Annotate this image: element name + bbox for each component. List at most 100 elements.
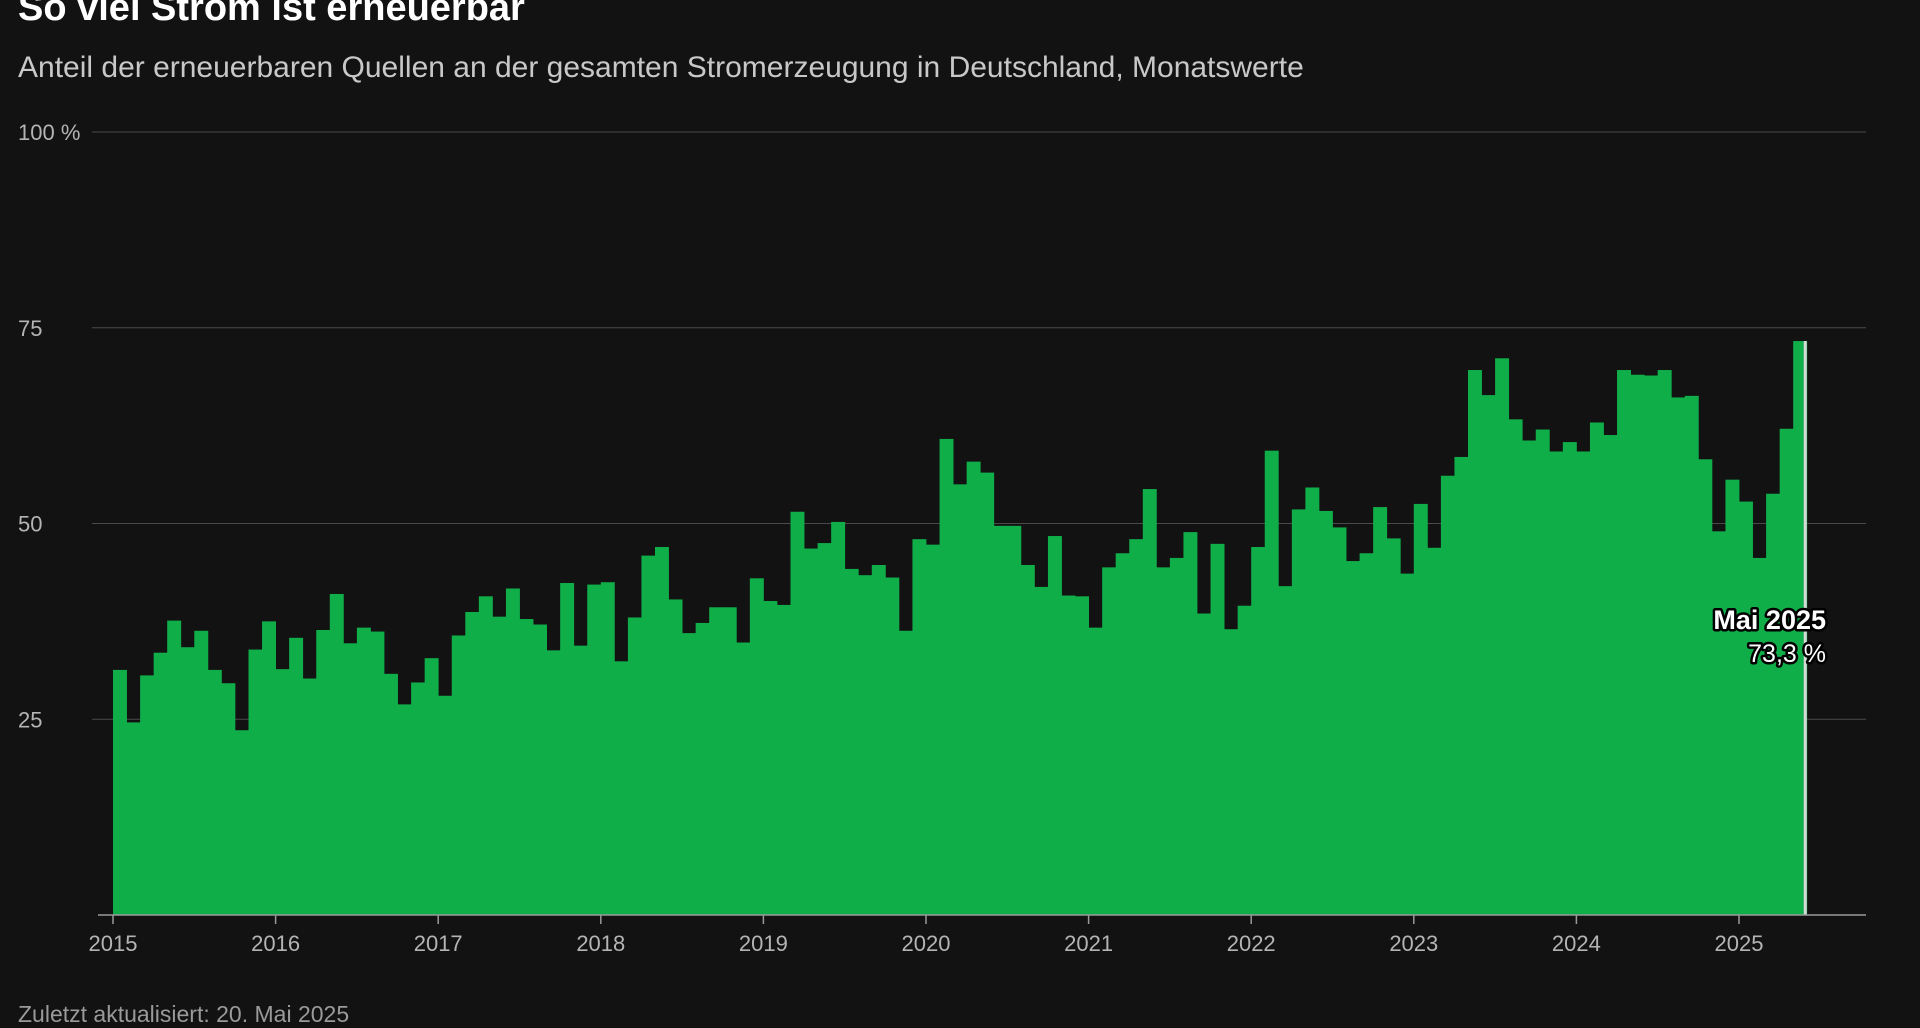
bar-2021-08: [1183, 532, 1198, 915]
bar-2020-01: [926, 544, 940, 915]
bar-2017-01: [438, 695, 453, 915]
bar-2015-06: [180, 647, 195, 915]
bar-2017-08: [533, 624, 547, 915]
bar-2019-04: [804, 548, 818, 915]
bar-2019-06: [831, 521, 846, 915]
chart-title: So viel Strom ist erneuerbar: [18, 0, 525, 29]
last-updated-note: Zuletzt aktualisiert: 20. Mai 2025: [18, 1001, 350, 1027]
bar-2015-11: [248, 649, 263, 915]
chart-subtitle: Anteil der erneuerbaren Quellen an der g…: [18, 51, 1304, 84]
bar-2021-10: [1210, 543, 1225, 915]
bar-2022-09: [1359, 553, 1374, 915]
bar-2016-05: [329, 593, 344, 915]
bar-2019-07: [844, 568, 859, 915]
bar-2023-12: [1562, 442, 1577, 915]
bar-2022-03: [1278, 586, 1293, 915]
bar-2015-10: [234, 730, 249, 915]
bar-2021-06: [1156, 567, 1171, 915]
bar-2015-07: [194, 630, 209, 915]
bar-2015-01: [113, 669, 127, 915]
bar-2024-07: [1657, 370, 1672, 916]
bar-2019-01: [763, 601, 778, 915]
bar-2021-11: [1224, 629, 1239, 915]
bar-2016-08: [370, 631, 385, 915]
bar-2024-06: [1644, 375, 1659, 915]
bar-2015-09: [221, 683, 236, 915]
bar-2016-12: [424, 658, 439, 915]
bar-2019-11: [898, 630, 913, 915]
bar-2017-10: [560, 583, 575, 915]
bar-2017-09: [546, 650, 561, 915]
y-axis-labels: 25 50 75 100 %: [18, 120, 80, 732]
bar-2022-10: [1373, 507, 1388, 915]
bar-2019-10: [885, 577, 900, 915]
bar-2019-05: [817, 543, 832, 915]
x-tick-label: 2020: [902, 931, 951, 956]
bar-2015-12: [262, 621, 276, 915]
bar-2022-08: [1346, 561, 1360, 915]
bar-2024-02: [1589, 422, 1604, 915]
bar-2018-01: [600, 582, 615, 915]
bar-2015-04: [153, 652, 168, 915]
bar-2017-02: [451, 635, 466, 915]
bar-2025-01: [1739, 501, 1753, 915]
bar-2023-02: [1427, 547, 1442, 915]
x-tick-label: 2018: [576, 931, 625, 956]
bar-2022-04: [1291, 509, 1306, 915]
bar-2020-07: [1007, 525, 1022, 915]
bar-2018-07: [682, 633, 697, 915]
bar-2023-08: [1508, 419, 1523, 915]
bar-2018-10: [722, 607, 737, 915]
bar-2020-08: [1020, 564, 1035, 915]
bar-2015-02: [126, 722, 141, 915]
bar-2023-01: [1413, 503, 1428, 915]
bar-2024-10: [1698, 459, 1713, 915]
bar-2016-03: [302, 678, 317, 915]
bar-2024-01: [1576, 451, 1591, 915]
bar-2024-04: [1617, 370, 1631, 916]
bar-2023-10: [1535, 429, 1550, 915]
bar-2021-04: [1129, 539, 1144, 915]
x-tick-label: 2023: [1389, 931, 1438, 956]
bar-2022-01: [1251, 546, 1266, 915]
bar-2024-03: [1603, 435, 1618, 915]
bar-2022-11: [1386, 538, 1401, 915]
bar-2025-04: [1779, 428, 1794, 915]
bar-2016-01: [275, 669, 290, 915]
bar-2016-07: [356, 627, 371, 915]
x-tick-label: 2021: [1064, 931, 1113, 956]
highlight-value: 73,3 %: [1748, 640, 1826, 668]
bar-2020-05: [980, 472, 995, 915]
bar-2018-09: [709, 607, 724, 915]
bar-2018-12: [749, 578, 764, 915]
bar-2021-01: [1088, 627, 1103, 915]
bar-2023-11: [1549, 451, 1564, 915]
bar-2018-02: [614, 661, 629, 915]
bar-2025-03: [1766, 493, 1781, 915]
bar-2017-05: [492, 616, 507, 915]
bar-2020-03: [953, 484, 968, 915]
y-tick-label: 50: [18, 512, 42, 537]
x-axis-labels: 2015 2016 2017 2018 2019 2020 2021 2022 2023 2024…: [89, 931, 1764, 956]
bar-2019-09: [871, 564, 886, 915]
bar-2022-12: [1400, 573, 1415, 915]
x-tick-label: 2016: [251, 931, 300, 956]
bar-2019-03: [790, 511, 805, 915]
bar-2023-03: [1440, 475, 1455, 915]
bar-2020-10: [1047, 536, 1062, 915]
bar-2025-02: [1752, 557, 1767, 915]
bar-2020-06: [993, 525, 1008, 915]
bar-2021-09: [1197, 613, 1211, 915]
bar-2023-04: [1454, 456, 1469, 915]
bar-2018-11: [736, 642, 751, 915]
bar-2025-05: [1793, 341, 1808, 915]
bar-2020-11: [1061, 595, 1076, 915]
bar-2020-12: [1075, 596, 1089, 915]
bar-2017-11: [573, 645, 588, 915]
bar-2016-06: [343, 643, 358, 915]
bar-2024-09: [1684, 395, 1699, 916]
bar-2023-07: [1495, 358, 1510, 915]
bar-2023-05: [1468, 370, 1482, 916]
bar-2018-04: [641, 555, 656, 915]
bar-2016-11: [411, 682, 426, 915]
